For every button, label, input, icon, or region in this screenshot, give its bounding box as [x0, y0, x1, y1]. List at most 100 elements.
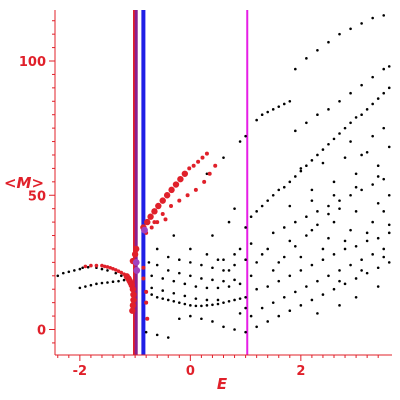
data-point [147, 213, 154, 220]
data-point [260, 306, 264, 310]
data-point [150, 286, 153, 290]
data-point [271, 231, 275, 235]
data-point [271, 301, 275, 304]
data-point [382, 67, 386, 71]
data-point [260, 204, 264, 208]
data-point [343, 156, 347, 159]
plot-area [56, 10, 391, 355]
data-point [238, 282, 242, 286]
data-point [172, 234, 176, 237]
data-point [338, 99, 341, 103]
data-point [205, 304, 209, 307]
data-point [332, 253, 336, 256]
data-point [376, 97, 380, 100]
data-point [89, 263, 93, 268]
data-point [354, 244, 358, 248]
data-point [387, 261, 391, 264]
data-point [150, 293, 153, 296]
data-point [360, 113, 363, 117]
data-point [310, 228, 314, 232]
data-point [327, 142, 330, 146]
data-point [193, 187, 198, 192]
data-point [141, 226, 148, 234]
data-point [294, 220, 297, 224]
data-point [144, 300, 149, 305]
data-point [161, 289, 165, 292]
data-point [305, 121, 308, 125]
data-point [244, 258, 247, 261]
data-point [282, 185, 286, 189]
data-point [216, 258, 220, 261]
data-point [106, 269, 109, 272]
data-point [155, 247, 159, 251]
data-point [266, 247, 269, 251]
data-point [172, 181, 180, 188]
data-point [150, 274, 153, 278]
data-point [354, 277, 358, 280]
data-point [387, 65, 391, 68]
data-point [100, 281, 104, 285]
data-point [200, 263, 203, 267]
data-point [316, 113, 319, 117]
data-point [354, 172, 358, 176]
x-tick-label: 0 [186, 364, 195, 379]
data-point [288, 99, 292, 103]
data-point [216, 302, 220, 306]
data-point [288, 180, 292, 184]
data-point [249, 215, 253, 219]
data-point [130, 291, 137, 298]
data-point [294, 67, 297, 71]
data-point [376, 285, 380, 288]
data-point [277, 314, 281, 318]
data-point [349, 91, 352, 95]
data-point [349, 27, 352, 31]
data-point [185, 193, 190, 198]
data-point [316, 210, 319, 213]
data-point [189, 247, 192, 251]
data-point [227, 285, 231, 288]
data-point [200, 155, 205, 160]
data-point [111, 280, 115, 284]
data-point [102, 264, 107, 269]
data-point [244, 295, 247, 299]
data-point [277, 188, 281, 192]
data-point [282, 255, 286, 259]
data-point [299, 255, 303, 259]
data-point [332, 137, 336, 141]
data-point [282, 226, 286, 229]
data-point [255, 118, 258, 122]
data-point [338, 132, 341, 135]
data-point [360, 22, 363, 25]
data-point [211, 266, 214, 270]
data-point [205, 286, 209, 290]
data-point [144, 330, 148, 334]
data-points [56, 14, 391, 339]
data-point [216, 286, 220, 290]
data-point [255, 287, 258, 291]
data-point [305, 57, 308, 60]
data-point [371, 183, 374, 186]
data-point [255, 210, 258, 213]
data-point [365, 150, 369, 154]
data-point [376, 175, 380, 178]
data-point [205, 298, 209, 302]
data-point [189, 274, 192, 278]
data-point [327, 212, 330, 216]
data-point [244, 134, 247, 138]
data-point [94, 263, 99, 268]
data-point [216, 298, 220, 302]
data-point [338, 32, 341, 36]
data-point [141, 265, 146, 270]
data-point [151, 208, 158, 215]
data-point [178, 301, 181, 304]
data-point [67, 270, 71, 274]
data-point [95, 282, 98, 286]
data-point [316, 153, 319, 157]
data-point [155, 295, 159, 299]
data-point [183, 294, 187, 298]
data-point [119, 270, 124, 275]
data-point [277, 279, 281, 283]
data-point [338, 279, 341, 283]
data-point [166, 269, 170, 272]
